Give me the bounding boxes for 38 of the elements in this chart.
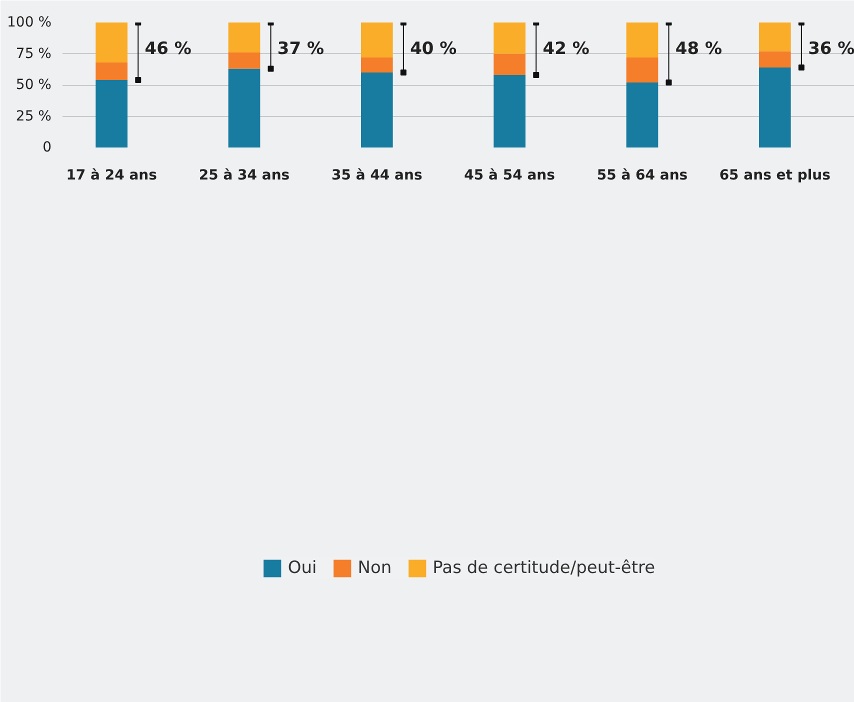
- y-tick-label: 25 %: [16, 108, 52, 124]
- y-tick-label: 75 %: [16, 46, 52, 62]
- bar: [494, 54, 526, 75]
- bar: [494, 22, 526, 54]
- bar: [494, 75, 526, 148]
- bar: [360, 72, 393, 148]
- bar: [626, 82, 658, 148]
- annotation: 36 %: [808, 38, 854, 59]
- bar: [758, 22, 791, 52]
- x-tick-label: 65 ans et plus: [719, 168, 830, 184]
- annotation: 40 %: [410, 38, 457, 59]
- bar: [758, 68, 791, 148]
- bar: [96, 80, 128, 148]
- bar: [626, 22, 658, 58]
- bar: [96, 62, 128, 80]
- x-tick-label: 17 à 24 ans: [66, 168, 157, 184]
- bar: [228, 52, 260, 69]
- annotation: 37 %: [277, 38, 324, 59]
- bar: [360, 22, 393, 58]
- annotation: 48 %: [675, 38, 722, 59]
- x-tick-label: 55 à 64 ans: [596, 168, 688, 184]
- legend-label: Oui: [288, 558, 317, 578]
- x-tick-label: 35 à 44 ans: [332, 168, 422, 184]
- bar: [626, 58, 658, 82]
- annotation: 42 %: [542, 38, 590, 59]
- y-tick-label: 0: [42, 140, 52, 156]
- y-tick-label: 100 %: [7, 14, 52, 30]
- legend-label: Pas de certitude/peut-être: [432, 558, 656, 578]
- x-tick-label: 25 à 34 ans: [198, 168, 290, 184]
- annotation: 46 %: [144, 38, 192, 59]
- bar: [228, 22, 260, 52]
- y-tick-label: 50 %: [16, 77, 52, 93]
- bar: [228, 68, 260, 148]
- bar: [360, 58, 393, 72]
- bar: [758, 51, 791, 68]
- bar: [96, 22, 128, 62]
- legend-label: Non: [358, 558, 392, 578]
- x-tick-label: 45 à 54 ans: [464, 168, 555, 184]
